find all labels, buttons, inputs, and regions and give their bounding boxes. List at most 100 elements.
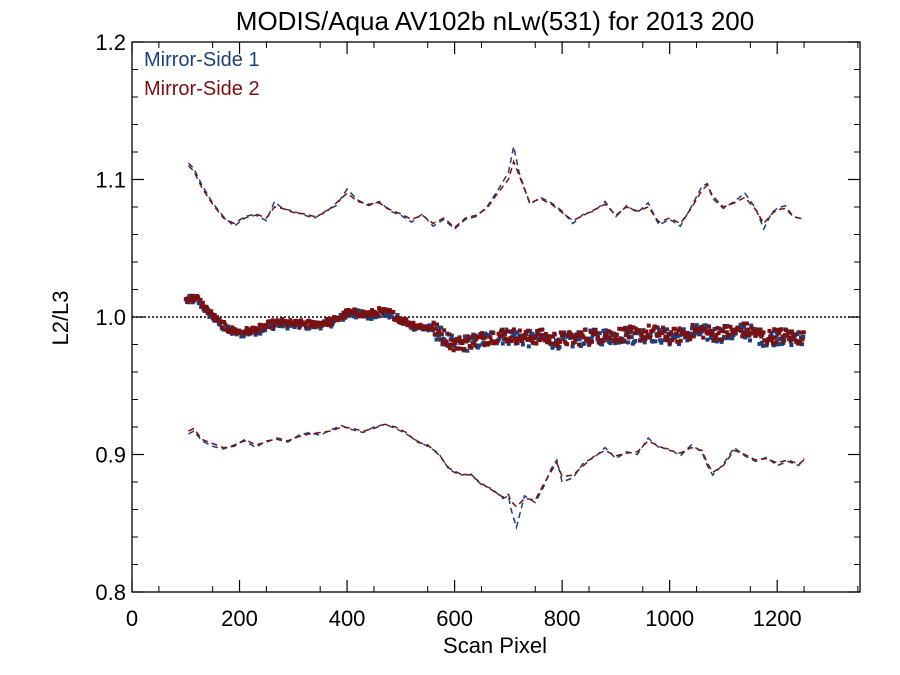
ms2-point — [800, 337, 805, 342]
ms2-point — [432, 332, 437, 337]
ms2-point — [345, 312, 350, 317]
ms2-point — [646, 323, 651, 328]
ms2-point — [223, 322, 228, 327]
ms1-point — [452, 344, 457, 349]
ms2-point — [585, 337, 590, 342]
ms2-point — [788, 339, 793, 344]
ms2-point — [516, 337, 521, 342]
ms2-point — [779, 327, 784, 332]
ms2-point — [470, 341, 475, 346]
x-tick-label: 600 — [436, 606, 473, 631]
ms1-point — [708, 335, 713, 340]
ms2-point — [445, 343, 450, 348]
ms2-point — [548, 334, 553, 339]
ms1-point — [761, 343, 766, 348]
ms2-point — [786, 331, 791, 336]
ms2-point — [756, 330, 761, 335]
ms1-point — [554, 338, 559, 343]
ms2-point — [561, 330, 566, 335]
ms1-point — [561, 336, 566, 341]
ms2-point — [688, 337, 693, 342]
ms2-point — [522, 332, 527, 337]
ms2-point — [365, 310, 370, 315]
ms1-point — [658, 338, 663, 343]
ms2-point — [613, 336, 618, 341]
ms2-point — [714, 332, 719, 337]
ms2-point — [587, 341, 592, 346]
ms1-point — [659, 340, 664, 345]
ms1-point — [462, 334, 467, 339]
ms1-point — [656, 327, 661, 332]
ms2-point — [387, 307, 392, 312]
ms1-point — [749, 323, 754, 328]
ms2-point — [440, 340, 445, 345]
ms2-point — [371, 313, 376, 318]
ms1-lower-profile-line — [188, 423, 805, 531]
ms2-upper-profile-line — [187, 159, 805, 229]
ms2-point — [571, 340, 576, 345]
ms1-point — [650, 339, 655, 344]
ms1-point — [383, 311, 388, 316]
x-tick-label: 200 — [221, 606, 258, 631]
ms1-point — [449, 333, 454, 338]
ms2-point — [501, 332, 506, 337]
ms1-point — [613, 341, 618, 346]
ms2-point — [668, 340, 673, 345]
ms2-point — [601, 338, 606, 343]
ms2-point — [508, 336, 513, 341]
ms1-point — [677, 342, 682, 347]
ms2-point — [459, 341, 464, 346]
ms2-point — [252, 325, 257, 330]
ms2-point — [209, 309, 214, 314]
ms1-point — [239, 334, 244, 339]
ms2-point — [716, 331, 721, 336]
ms2-point — [590, 339, 595, 344]
ms2-point — [728, 324, 733, 329]
legend-entry-mirror-side-2: Mirror-Side 2 — [144, 78, 260, 100]
ms2-point — [464, 339, 469, 344]
ms2-point — [359, 314, 364, 319]
ms2-point — [500, 327, 505, 332]
ms1-point — [520, 342, 525, 347]
ms2-point — [709, 332, 714, 337]
ms1-point — [551, 343, 556, 348]
ms2-point — [536, 328, 541, 333]
ms2-point — [429, 327, 434, 332]
ms2-point — [407, 322, 412, 327]
ms1-point — [642, 340, 647, 345]
ms2-point — [269, 325, 274, 330]
y-tick-label: 1.0 — [95, 305, 126, 330]
ms1-point — [705, 337, 710, 342]
y-tick-label: 0.9 — [95, 443, 126, 468]
ms2-point — [380, 310, 385, 315]
ms2-point — [801, 330, 806, 335]
ms2-point — [773, 335, 778, 340]
ms1-point — [738, 322, 743, 327]
ms2-point — [566, 332, 571, 337]
ms2-point — [482, 343, 487, 348]
ms2-point — [569, 334, 574, 339]
ms2-point — [222, 320, 227, 325]
ms2-point — [670, 338, 675, 343]
ms2-point — [291, 322, 296, 327]
ms1-point — [629, 334, 634, 339]
ms2-point — [545, 340, 550, 345]
ms2-point — [206, 309, 211, 314]
ms2-point — [283, 319, 288, 324]
ms1-point — [354, 315, 359, 320]
ms2-point — [451, 348, 456, 353]
ms2-point — [517, 328, 522, 333]
ms2-point — [329, 321, 334, 326]
x-tick-label: 400 — [329, 606, 366, 631]
ms2-point — [724, 330, 729, 335]
ms1-point — [712, 327, 717, 332]
ms2-point — [199, 304, 204, 309]
ms2-point — [397, 320, 402, 325]
ms2-point — [527, 337, 532, 342]
ms2-point — [651, 327, 656, 332]
ms2-point — [449, 342, 454, 347]
ms2-point — [642, 329, 647, 334]
ms1-point — [724, 336, 729, 341]
ms2-point — [540, 327, 545, 332]
ms2-point — [439, 332, 444, 337]
